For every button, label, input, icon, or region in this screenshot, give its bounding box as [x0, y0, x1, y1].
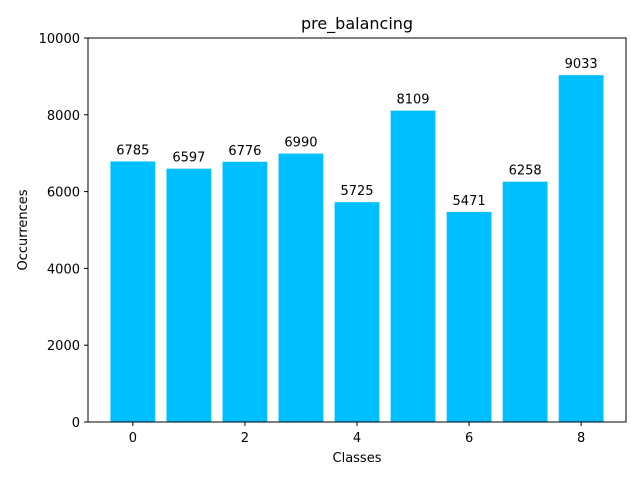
bar-class-6	[446, 211, 492, 422]
y-tick-label: 10000	[39, 32, 80, 47]
bar-class-4	[334, 202, 380, 422]
chart-title: pre_balancing	[301, 14, 413, 34]
bar-value-label-0: 6785	[116, 143, 149, 158]
x-tick-label: 8	[577, 431, 585, 446]
x-axis-ticks: 0 2 4 6 8	[129, 422, 585, 446]
bar-value-label-5: 8109	[396, 93, 429, 108]
y-axis-ticks: 0 2000 4000 6000 8000 10000	[39, 32, 88, 431]
bar-value-label-3: 6990	[284, 136, 317, 151]
y-tick-label: 2000	[47, 339, 80, 354]
bar-class-7	[502, 181, 548, 422]
bar-value-label-2: 6776	[228, 144, 261, 159]
bars	[110, 75, 604, 423]
x-axis-label: Classes	[333, 451, 382, 466]
y-axis-label: Occurrences	[16, 189, 31, 270]
bar-class-2	[222, 161, 268, 422]
bar-value-label-4: 5725	[340, 184, 373, 199]
bar-value-label-8: 9033	[565, 57, 598, 72]
x-tick-label: 6	[465, 431, 473, 446]
y-tick-label: 6000	[47, 186, 80, 201]
bar-value-label-6: 5471	[453, 194, 486, 209]
bar-value-label-1: 6597	[172, 151, 205, 166]
x-tick-label: 0	[129, 431, 137, 446]
y-tick-label: 4000	[47, 262, 80, 277]
bar-class-0	[110, 161, 156, 422]
bar-value-label-7: 6258	[509, 164, 542, 179]
x-tick-label: 2	[241, 431, 249, 446]
bar-data-labels: 6785 6597 6776 6990 5725 8109 5471 6258 9033	[116, 57, 597, 209]
y-tick-label: 8000	[47, 109, 80, 124]
y-tick-label: 0	[72, 416, 80, 431]
x-tick-label: 4	[353, 431, 361, 446]
bar-class-1	[166, 168, 212, 422]
bar-class-5	[390, 110, 436, 422]
bar-class-8	[558, 75, 604, 422]
plot-frame	[87, 37, 627, 423]
bar-class-3	[278, 153, 324, 423]
